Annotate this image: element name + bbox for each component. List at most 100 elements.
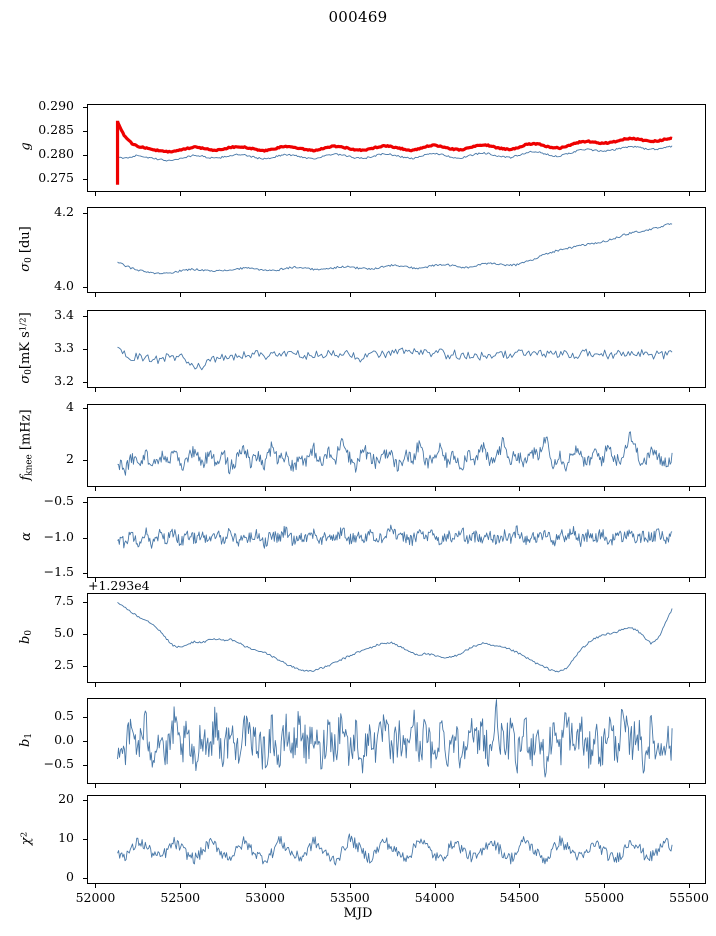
x-tick-mark xyxy=(604,683,606,687)
panel-canvas xyxy=(117,833,673,866)
page-title: 000469 xyxy=(328,8,388,26)
x-tick-mark xyxy=(265,487,267,491)
y-tick-label: 0.290 xyxy=(38,98,74,114)
x-tick-mark xyxy=(95,293,97,297)
x-tick-mark xyxy=(95,192,97,196)
axis-offset-label: +1.293e4 xyxy=(88,578,150,593)
plot-panel-g xyxy=(87,104,706,192)
panel-canvas xyxy=(117,346,673,371)
y-tick-mark xyxy=(83,537,87,539)
plot-panel-alpha xyxy=(87,497,706,578)
y-tick-mark xyxy=(83,107,87,109)
x-tick-mark xyxy=(95,884,97,888)
x-tick-mark xyxy=(349,578,351,582)
x-tick-mark xyxy=(180,388,182,392)
x-tick-mark xyxy=(180,784,182,788)
x-tick-mark xyxy=(519,884,521,888)
x-tick-mark xyxy=(180,683,182,687)
series-sigma0_du xyxy=(117,223,673,275)
plot-panel-b-0 xyxy=(87,593,706,683)
x-tick-mark xyxy=(434,388,436,392)
y-tick-mark xyxy=(83,349,87,350)
y-tick-mark xyxy=(83,286,87,288)
x-tick-mark xyxy=(434,884,436,888)
x-tick-mark xyxy=(519,784,521,788)
x-tick-label: 52500 xyxy=(160,890,201,905)
x-tick-mark xyxy=(180,192,182,196)
y-tick-mark xyxy=(83,572,87,574)
x-tick-mark xyxy=(604,293,606,297)
series-b1 xyxy=(117,699,673,778)
y-tick-mark xyxy=(83,741,87,742)
y-tick-label: 7.5 xyxy=(54,592,74,608)
x-tick-mark xyxy=(689,293,691,297)
panel-canvas xyxy=(117,223,673,275)
x-tick-mark xyxy=(95,578,97,582)
y-tick-mark xyxy=(83,717,87,719)
y-tick-mark xyxy=(83,839,87,841)
y-tick-label: 0.275 xyxy=(38,170,74,186)
x-tick-mark xyxy=(604,884,606,888)
x-tick-mark xyxy=(519,578,521,582)
y-tick-label: −1.0 xyxy=(43,528,74,544)
panel-canvas xyxy=(117,431,673,476)
x-tick-mark xyxy=(349,884,351,888)
x-tick-label: 54500 xyxy=(499,890,540,905)
x-tick-label: 55500 xyxy=(669,890,709,905)
y-tick-label: 2.5 xyxy=(54,657,74,673)
x-tick-label: 55000 xyxy=(584,890,625,905)
x-tick-label: 52000 xyxy=(75,890,116,905)
y-tick-label: 20 xyxy=(58,790,74,806)
series-b0 xyxy=(117,601,673,673)
x-tick-mark xyxy=(265,578,267,582)
x-tick-mark xyxy=(180,293,182,297)
x-tick-mark xyxy=(349,487,351,491)
y-tick-label: 4.2 xyxy=(54,204,74,220)
x-tick-mark xyxy=(434,487,436,491)
x-tick-mark xyxy=(434,578,436,582)
x-tick-mark xyxy=(519,293,521,297)
y-tick-mark xyxy=(83,131,87,133)
y-tick-label: 10 xyxy=(58,830,74,846)
x-tick-label: 53000 xyxy=(245,890,285,905)
x-tick-mark xyxy=(349,784,351,788)
y-tick-mark xyxy=(83,213,87,215)
x-tick-mark xyxy=(265,388,267,392)
y-tick-mark xyxy=(83,459,87,461)
x-tick-mark xyxy=(519,487,521,491)
panel-canvas xyxy=(117,601,673,673)
y-tick-mark xyxy=(83,666,87,668)
y-tick-label: −0.5 xyxy=(43,493,74,509)
x-tick-mark xyxy=(434,683,436,687)
y-tick-label: 3.4 xyxy=(54,306,74,322)
x-tick-label: 54000 xyxy=(414,890,455,905)
y-tick-mark xyxy=(83,407,87,409)
series-f_knee xyxy=(117,431,673,476)
x-tick-mark xyxy=(604,487,606,491)
plot-panel-b-1 xyxy=(87,698,706,784)
x-axis-label: MJD xyxy=(343,906,373,921)
y-tick-label: 2 xyxy=(66,450,74,466)
x-tick-mark xyxy=(265,683,267,687)
x-tick-mark xyxy=(604,784,606,788)
y-tick-label: 3.3 xyxy=(54,340,74,355)
x-tick-mark xyxy=(180,884,182,888)
series-model xyxy=(117,145,673,162)
x-tick-mark xyxy=(604,192,606,196)
x-tick-mark xyxy=(689,487,691,491)
panel-canvas xyxy=(115,120,673,185)
y-tick-label: 0.280 xyxy=(38,146,74,162)
y-tick-label: 0 xyxy=(66,869,74,885)
plot-panel-sigma-0-mk-s-1-2- xyxy=(87,310,706,388)
x-tick-mark xyxy=(95,784,97,788)
x-tick-mark xyxy=(689,192,691,196)
y-tick-mark xyxy=(83,155,87,157)
y-axis-label: g xyxy=(18,142,34,151)
x-tick-mark xyxy=(519,683,521,687)
y-tick-label: 4 xyxy=(66,398,74,414)
x-tick-mark xyxy=(95,388,97,392)
y-tick-mark xyxy=(83,634,87,636)
y-tick-mark xyxy=(83,315,87,317)
y-tick-label: 3.2 xyxy=(54,373,74,389)
